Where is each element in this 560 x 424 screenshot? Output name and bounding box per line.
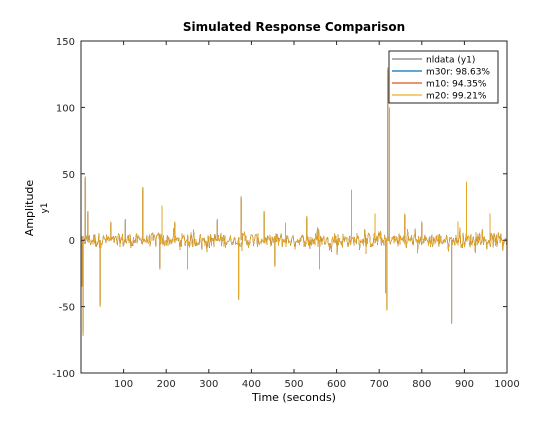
y-tick-label: 0 [69, 236, 75, 247]
series-3-line [80, 227, 507, 255]
y-tick-label: -50 [59, 303, 75, 314]
x-tick-label: 900 [455, 379, 474, 390]
legend-label-3: m20: 99.21% [426, 92, 487, 102]
axes-box [80, 40, 508, 374]
x-tick-label: 1000 [494, 379, 519, 390]
series-3 [80, 67, 507, 336]
y-tick-label: 50 [62, 170, 75, 181]
x-tick-label: 500 [284, 379, 303, 390]
y-tick-label: -100 [52, 369, 75, 380]
y-tick-label: 100 [56, 103, 75, 114]
x-tick-label: 700 [370, 379, 389, 390]
y-axis-label: Amplitude [23, 180, 36, 237]
chart-title: Simulated Response Comparison [183, 20, 405, 34]
legend-items: nldata (y1) m30r: 98.63% m10: 94.35% m20: 9… [392, 56, 490, 102]
x-tick-label: 300 [199, 379, 218, 390]
legend-label-0: nldata (y1) [426, 56, 475, 66]
legend-label-2: m10: 94.35% [426, 80, 487, 90]
x-axis-label: Time (seconds) [251, 391, 336, 404]
tick-layer: 100 200 300 400 500 600 700 800 900 1000 -100 -50 0 5… [52, 37, 519, 390]
x-tick-label: 100 [114, 379, 133, 390]
legend-label-1: m30r: 98.63% [426, 68, 490, 78]
signal-layer [80, 67, 507, 336]
legend: nldata (y1) m30r: 98.63% m10: 94.35% m20: 9… [388, 50, 499, 104]
y-channel-label: y1 [40, 202, 50, 213]
x-tick-label: 200 [157, 379, 176, 390]
x-tick-label: 400 [242, 379, 261, 390]
x-tick-label: 600 [327, 379, 346, 390]
legend-box [388, 50, 499, 104]
y-tick-label: 150 [56, 37, 75, 48]
x-tick-label: 800 [412, 379, 431, 390]
